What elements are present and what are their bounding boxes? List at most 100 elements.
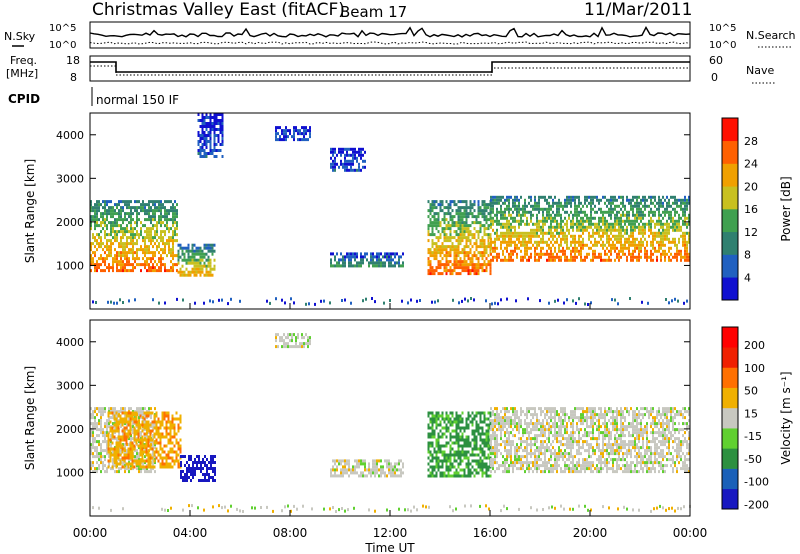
velocity-echo-cell <box>92 425 94 429</box>
velocity-echo-cell <box>447 459 450 463</box>
velocity-echo-cell <box>344 471 346 475</box>
velocity-echo-cell <box>126 464 128 468</box>
power-echo-cell <box>191 261 194 265</box>
power-echo-cell <box>209 134 212 137</box>
velocity-echo-cell <box>439 429 442 433</box>
power-echo-cell <box>122 263 124 267</box>
power-echo-cell <box>524 231 526 235</box>
velocity-echo-cell <box>431 441 434 445</box>
velocity-echo-cell <box>192 461 194 464</box>
velocity-echo-cell <box>457 423 460 427</box>
power-echo-cell <box>435 227 438 231</box>
power-echo-cell <box>654 195 656 199</box>
power-echo-cell <box>630 243 632 247</box>
velocity-echo-cell <box>104 434 106 438</box>
power-echo-cell <box>642 228 644 232</box>
power-echo-cell <box>534 246 536 250</box>
velocity-echo-cell <box>145 447 148 451</box>
power-echo-cell <box>528 240 530 244</box>
power-echo-cell <box>215 128 218 131</box>
velocity-echo-cell <box>463 456 466 460</box>
power-echo-cell <box>638 258 640 262</box>
power-ground-cell <box>308 302 310 306</box>
power-echo-cell <box>203 149 206 152</box>
power-echo-cell <box>118 269 120 273</box>
power-echo-cell <box>614 222 616 226</box>
power-echo-cell <box>668 201 670 205</box>
power-echo-cell <box>494 219 496 223</box>
power-echo-cell <box>330 150 332 154</box>
power-echo-cell <box>536 207 538 211</box>
velocity-echo-cell <box>134 449 136 453</box>
velocity-echo-cell <box>165 435 168 439</box>
velocity-echo-cell <box>198 467 200 470</box>
power-echo-cell <box>146 245 148 249</box>
power-echo-cell <box>334 255 336 259</box>
velocity-echo-cell <box>309 339 311 343</box>
power-echo-cell <box>429 224 432 228</box>
power-echo-cell <box>479 227 482 231</box>
power-echo-cell <box>632 228 634 232</box>
power-echo-cell <box>148 251 150 255</box>
power-echo-cell <box>622 246 624 250</box>
velocity-echo-cell <box>184 473 186 476</box>
velocity-echo-cell <box>372 471 374 475</box>
power-echo-cell <box>528 246 530 250</box>
power-echo-cell <box>429 212 432 216</box>
velocity-echo-cell <box>445 429 448 433</box>
power-echo-cell <box>396 252 398 256</box>
power-echo-cell <box>554 225 556 229</box>
velocity-echo-cell <box>131 411 134 415</box>
power-echo-cell <box>344 153 346 157</box>
velocity-echo-cell <box>429 471 432 475</box>
power-echo-cell <box>376 261 378 265</box>
power-echo-cell <box>640 219 642 223</box>
power-echo-cell <box>548 246 550 250</box>
power-echo-cell <box>682 207 684 211</box>
power-echo-cell <box>616 210 618 214</box>
power-echo-cell <box>469 209 472 213</box>
velocity-echo-cell <box>141 423 144 427</box>
power-echo-cell <box>578 237 580 241</box>
velocity-echo-cell <box>334 462 336 466</box>
power-echo-cell <box>658 210 660 214</box>
power-echo-cell <box>360 252 362 256</box>
power-echo-cell <box>140 209 142 213</box>
power-echo-cell <box>580 222 582 226</box>
power-echo-cell <box>556 237 558 241</box>
velocity-echo-cell <box>127 453 130 457</box>
power-echo-cell <box>126 200 128 204</box>
velocity-echo-cell <box>380 459 382 463</box>
power-echo-cell <box>670 219 672 223</box>
power-echo-cell <box>586 195 588 199</box>
velocity-echo-cell <box>111 429 114 433</box>
velocity-echo-cell <box>469 471 472 475</box>
power-echo-cell <box>624 237 626 241</box>
power-echo-cell <box>479 263 482 267</box>
velocity-echo-cell <box>198 458 200 461</box>
velocity-echo-cell <box>98 467 100 471</box>
power-echo-cell <box>584 201 586 205</box>
velocity-echo-cell <box>471 471 474 475</box>
velocity-echo-cell <box>433 435 436 439</box>
power-echo-cell <box>114 224 116 228</box>
power-echo-cell <box>435 236 438 240</box>
velocity-echo-cell <box>155 423 158 427</box>
power-echo-cell <box>427 209 430 213</box>
power-echo-cell <box>626 225 628 229</box>
power-echo-cell <box>285 135 287 139</box>
velocity-echo-cell <box>120 407 122 411</box>
power-echo-cell <box>209 249 212 253</box>
power-echo-cell <box>518 246 520 250</box>
power-echo-cell <box>664 213 666 217</box>
power-echo-cell <box>437 212 440 216</box>
power-ground-cell <box>485 299 487 303</box>
power-echo-cell <box>610 210 612 214</box>
velocity-echo-cell <box>297 333 299 337</box>
power-echo-cell <box>475 248 478 252</box>
velocity-echo-cell <box>459 420 462 424</box>
velocity-echo-cell <box>141 438 144 442</box>
power-echo-cell <box>181 258 184 262</box>
power-echo-cell <box>130 248 132 252</box>
velocity-echo-cell <box>433 420 436 424</box>
